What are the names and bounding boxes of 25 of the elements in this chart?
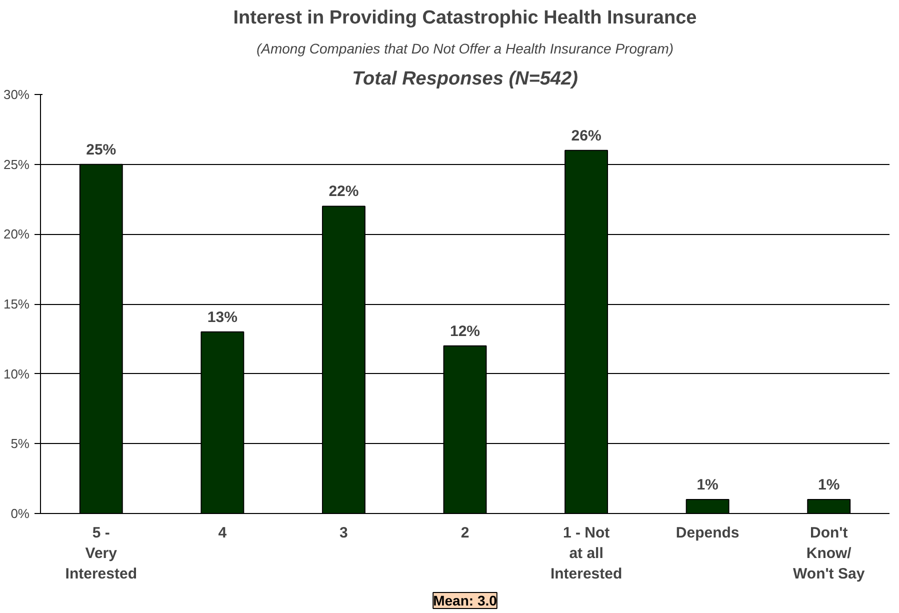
text: Total Responses (N=542) <box>352 68 578 90</box>
y-tick-label: 5% <box>10 436 30 452</box>
chart-title: Interest in Providing Catastrophic Health Insurance <box>233 8 697 28</box>
x-tick-label: 5 - Very Interested <box>65 524 137 582</box>
x-tick-label: 4 <box>218 524 228 542</box>
data-label: 26% <box>571 127 602 144</box>
text: Mean: 3.0 <box>433 592 498 608</box>
data-label: 1% <box>696 476 718 494</box>
data-label: 22% <box>328 183 359 200</box>
y-tick-label: 0% <box>10 506 30 521</box>
x-tick-label: 1 - Not at all Interested <box>550 524 622 582</box>
data-label: 25% <box>86 141 116 158</box>
data-label: 12% <box>450 322 480 340</box>
chart-subtitle: (Among Companies that Do Not Offer a Health Insurance Program) <box>256 40 674 56</box>
y-tick-label: 10% <box>3 366 30 382</box>
data-label: 13% <box>207 308 238 326</box>
y-tick-label: 30% <box>3 87 30 102</box>
y-tick-label: 25% <box>3 156 30 172</box>
y-tick-label: 15% <box>3 296 30 312</box>
x-tick-label: 3 <box>340 524 348 542</box>
x-tick-label: 2 <box>460 524 470 542</box>
x-tick-label: Don't Know/ Won't Say <box>793 524 866 582</box>
data-label: 1% <box>818 476 840 494</box>
x-tick-label: Depends <box>676 524 740 542</box>
y-tick-label: 20% <box>3 226 30 242</box>
